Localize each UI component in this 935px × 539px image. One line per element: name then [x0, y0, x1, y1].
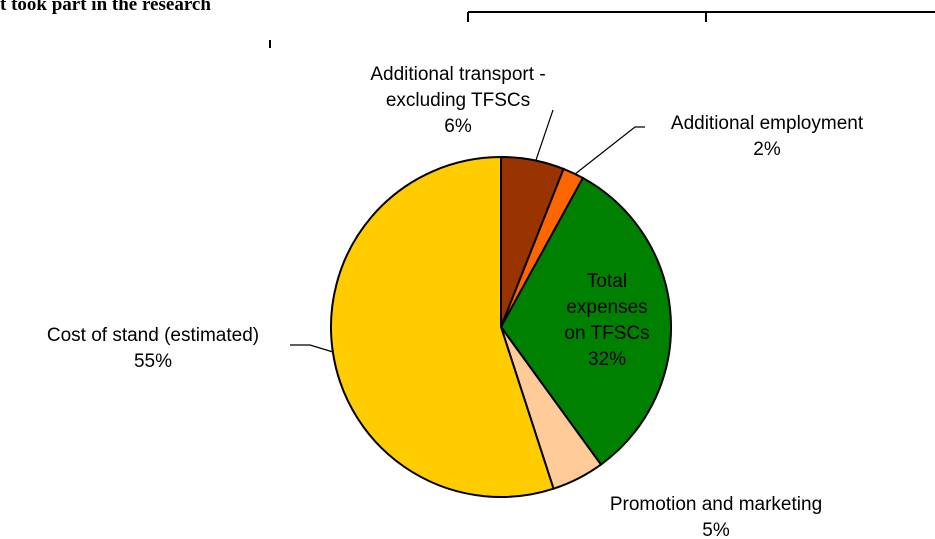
- leader-line: [569, 126, 645, 179]
- value-label: 2%: [753, 139, 781, 160]
- slice-label: Additional employment 2%: [637, 111, 897, 163]
- category-label: Additional transport - excluding TFSCs: [370, 64, 546, 111]
- slice-label: Cost of stand (estimated) 55%: [0, 323, 306, 375]
- slice-label: Additional transport - excluding TFSCs 6%: [343, 62, 573, 140]
- leader-line: [534, 109, 554, 164]
- value-label: 32%: [587, 349, 627, 370]
- category-label: Cost of stand (estimated): [46, 325, 260, 346]
- category-label: Additional employment: [670, 113, 864, 134]
- value-label: 55%: [133, 351, 173, 372]
- pie-slice: [330, 155, 555, 498]
- value-label: 5%: [702, 520, 730, 539]
- slice-label: Promotion and marketing 5%: [566, 492, 866, 539]
- value-label: 6%: [444, 116, 472, 137]
- decor: [269, 11, 935, 48]
- category-label: Total expenses on TFSCs: [564, 271, 650, 344]
- leader-line: [290, 344, 334, 353]
- pie-slice: [499, 176, 672, 466]
- slice-label: Total expenses on TFSCs 32%: [557, 269, 657, 373]
- leaders: [290, 109, 645, 353]
- category-label: Promotion and marketing: [609, 494, 823, 515]
- title-fragment: t took part in the research: [0, 0, 211, 15]
